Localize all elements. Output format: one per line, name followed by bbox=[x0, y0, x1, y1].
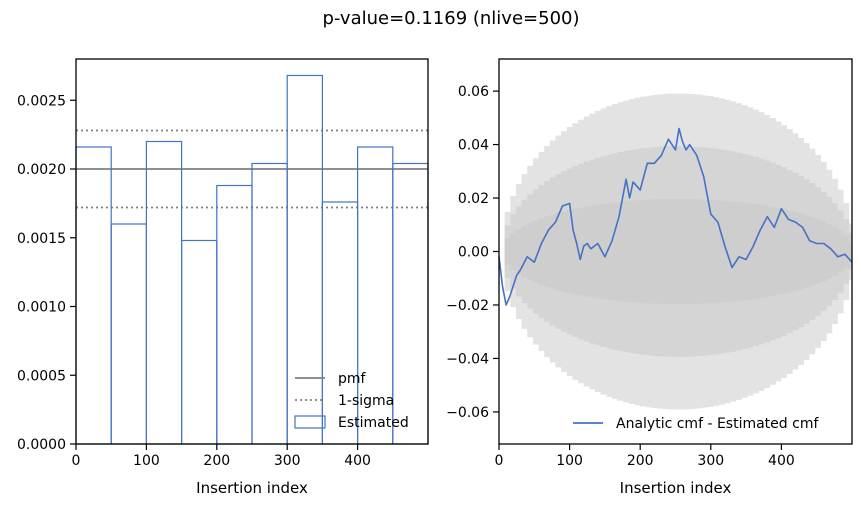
x-tick-label: 400 bbox=[344, 453, 371, 469]
x-tick-label: 400 bbox=[768, 453, 795, 469]
y-tick-label: −0.04 bbox=[446, 351, 489, 367]
y-tick-label: 0.0025 bbox=[17, 93, 66, 109]
y-tick-label: −0.02 bbox=[446, 298, 489, 314]
y-tick-label: 0.0005 bbox=[17, 368, 66, 384]
plot-frame bbox=[75, 58, 429, 445]
legend-label: Estimated bbox=[338, 415, 409, 431]
x-tick-label: 0 bbox=[72, 453, 81, 469]
y-tick-label: 0.0000 bbox=[17, 437, 66, 453]
y-tick-label: 0.02 bbox=[458, 191, 489, 207]
x-axis-label: Insertion index bbox=[196, 479, 308, 497]
x-tick-label: 200 bbox=[627, 453, 654, 469]
cmf-difference-line bbox=[498, 127, 853, 306]
x-axis-label: Insertion index bbox=[620, 479, 732, 497]
histogram-bar bbox=[216, 184, 253, 445]
histogram-bar bbox=[181, 239, 218, 445]
suptitle: p-value=0.1169 (nlive=500) bbox=[322, 8, 579, 29]
legend-label: Analytic cmf - Estimated cmf bbox=[616, 416, 819, 432]
sigma-band-1 bbox=[499, 198, 852, 305]
histogram-bar bbox=[145, 140, 183, 445]
y-tick-label: 0.0020 bbox=[17, 162, 66, 178]
y-tick-label: −0.06 bbox=[446, 405, 489, 421]
legend-label: 1-sigma bbox=[338, 393, 394, 409]
cmf-difference-panel: 0 100 200 300 400 −0.06 −0.04 −0.02 0.00 0.02 0.04… bbox=[446, 58, 853, 497]
histogram-bar bbox=[392, 162, 429, 445]
y-tick-label: 0.06 bbox=[458, 84, 489, 100]
legend-label: pmf bbox=[338, 371, 367, 387]
x-tick-label: 100 bbox=[133, 453, 160, 469]
x-tick-label: 100 bbox=[556, 453, 583, 469]
y-tick-label: 0.00 bbox=[458, 245, 489, 261]
x-tick-label: 0 bbox=[495, 453, 504, 469]
histogram-bar bbox=[110, 223, 147, 445]
y-tick-label: 0.0015 bbox=[17, 231, 66, 247]
histogram-bar bbox=[75, 146, 112, 445]
y-tick-label: 0.04 bbox=[458, 138, 489, 154]
x-tick-label: 300 bbox=[274, 453, 301, 469]
histogram-panel: 0 100 200 300 400 0.0000 0.0005 0.0010 0.0015 0.0… bbox=[17, 58, 429, 497]
y-tick-label: 0.0010 bbox=[17, 300, 66, 316]
x-tick-label: 200 bbox=[203, 453, 230, 469]
legend-estimated-swatch bbox=[294, 415, 326, 429]
x-tick-label: 300 bbox=[697, 453, 724, 469]
histogram-bar bbox=[251, 162, 288, 445]
